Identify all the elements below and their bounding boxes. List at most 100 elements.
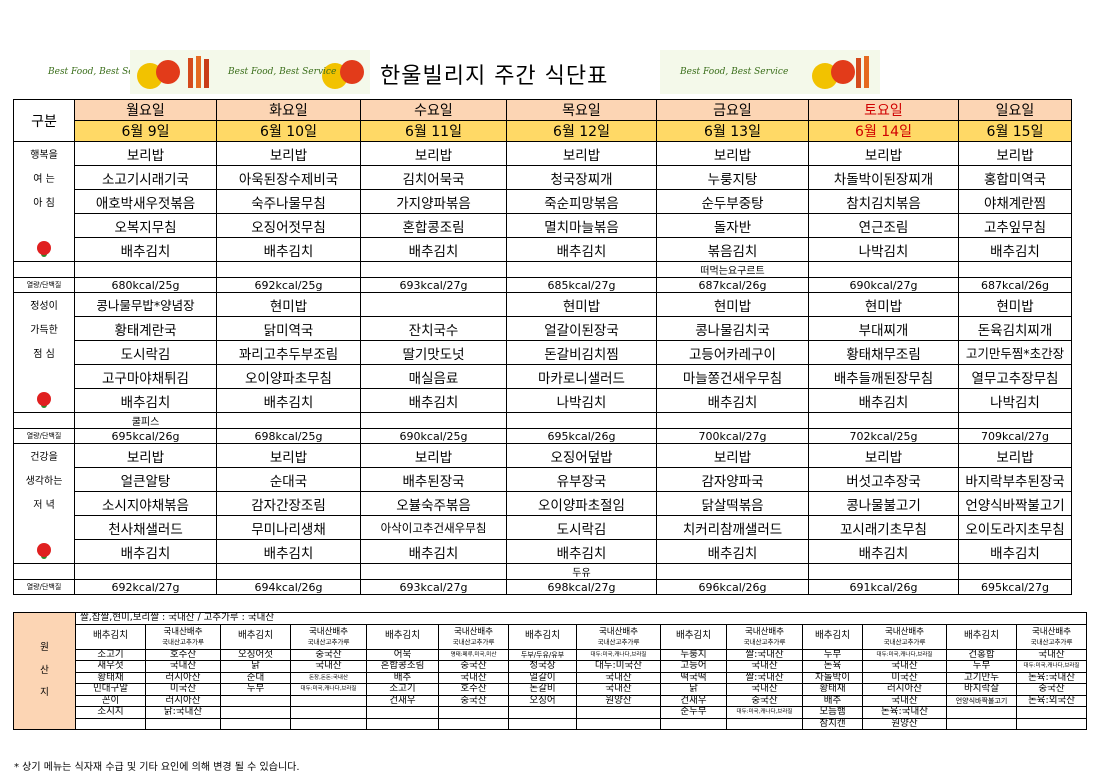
menu-item: 무미나리생채: [216, 515, 361, 540]
menu-item: 보리밥: [958, 443, 1072, 468]
menu-item: 나박김치: [506, 388, 657, 413]
extra-item: 떠먹는요구르트: [656, 261, 809, 278]
origin-head: 배추김치: [366, 623, 439, 650]
menu-item: 보리밥: [74, 443, 217, 468]
extra-side: [13, 261, 75, 278]
menu-item: 배추김치: [506, 539, 657, 564]
origin-head-row: 배추김치 국내산배추 국내산고추가루 배추김치 국내산배추 국내산고추가루 배추김치 국내산배…: [14, 623, 1088, 650]
menu-item: 나박김치: [958, 388, 1072, 413]
origin-cell: 새우젓: [75, 660, 146, 673]
menu-item: 오이양파초무침: [216, 364, 361, 389]
menu-item: 꼬시래기초무침: [808, 515, 959, 540]
menu-item: 매실음료: [360, 364, 507, 389]
menu-item: 소시지야채볶음: [74, 491, 217, 516]
origin-cell: 미국산: [862, 671, 947, 684]
origin-note: 쌀,찹쌀,현미,보리쌀 : 국내산 / 고추가루 : 국내산: [74, 612, 1088, 625]
banner-left: Best Food, Best Service: [48, 50, 156, 94]
day-date: 6월 10일: [216, 120, 361, 142]
day-date-row: 6월 9일 6월 10일 6월 11일 6월 12일 6월 13일 6월 14일 6월 15…: [14, 120, 1072, 142]
day-date: 6월 13일: [656, 120, 809, 142]
kcal-value: 694kcal/26g: [216, 579, 361, 595]
banner-right: Best Food, Best Service: [680, 50, 788, 94]
origin-cell: 중국산: [290, 648, 367, 661]
day-name: 수요일: [360, 99, 507, 121]
menu-item: 딸기맛도넛: [360, 340, 507, 365]
extra-item: [808, 563, 959, 580]
origin-cell: 얼갈이: [508, 671, 577, 684]
origin-cell: 국내산: [862, 660, 947, 673]
origin-cell: 혼합콩조림: [366, 660, 439, 673]
origin-cell: [660, 717, 727, 730]
origin-row: 소시지 닭:국내산 순두부 대두:미국,캐나다,브라질 모듬햄 돈육:국내산: [14, 706, 1088, 719]
origin-cell: [220, 717, 291, 730]
kcal-row: 열량/단백질 680kcal/25g 692kcal/25g 693kcal/27g 6…: [13, 277, 1072, 293]
origin-row: 참치캔 원양산: [14, 717, 1088, 730]
origin-cell: 돈장,돈돈:국내산: [290, 671, 367, 684]
menu-item: 바지락부추된장국: [958, 467, 1072, 492]
menu-item: 언양식바짝불고기: [958, 491, 1072, 516]
menu-item: 아삭이고추건새우무침: [360, 515, 507, 540]
day-name-row: 구분 월요일 화요일 수요일 목요일 금요일 토요일 일요일: [13, 99, 1072, 142]
origin-cell: 두부/두유/유부: [508, 648, 577, 661]
menu-item: 홍합미역국: [958, 165, 1072, 190]
extra-item: 쿨피스: [74, 412, 217, 429]
origin-row: 꼰이 러시아산 건새우 중국산 오징어 원양산 건새우 중국산 배추 국내산 언양식바짝불고기 돈육:…: [14, 694, 1088, 707]
meal-row: 배추김치 배추김치 배추김치 나박김치 배추김치 배추김치 나박김치: [13, 388, 1072, 413]
kcal-value: 687kcal/26g: [656, 277, 809, 293]
origin-cell: 돈육:외국산: [1015, 694, 1088, 707]
kcal-value: 690kcal/25g: [360, 428, 507, 444]
extra-item: [360, 261, 507, 278]
menu-item: 순대국: [216, 467, 361, 492]
origin-cell: 국내산: [1015, 648, 1088, 661]
meal-side-label: 여 는: [13, 165, 75, 190]
menu-item: 고추잎무침: [958, 213, 1072, 238]
meal-row: 건강을 보리밥 보리밥 보리밥 오징어덮밥 보리밥 보리밥 보리밥: [13, 443, 1072, 468]
meal-row: 행복을 보리밥 보리밥 보리밥 보리밥 보리밥 보리밥 보리밥: [13, 141, 1072, 166]
origin-cell: [438, 706, 509, 719]
kcal-label: 열량/단백질: [13, 428, 75, 444]
menu-item: 배추된장국: [360, 467, 507, 492]
menu-item: 나박김치: [808, 237, 959, 262]
day-date: 6월 15일: [958, 120, 1072, 142]
origin-head: 국내산배추 국내산고추가루: [145, 623, 221, 650]
origin-cell: 건홍합: [946, 648, 1017, 661]
origin-cell: [1015, 706, 1088, 719]
extra-item: [74, 563, 217, 580]
menu-item: 야채계란찜: [958, 189, 1072, 214]
origin-cell: 두부: [220, 683, 291, 696]
origin-cell: 순두부: [660, 706, 727, 719]
banner-vegetables-left: [130, 50, 370, 94]
menu-item: [360, 292, 507, 317]
extra-item: [216, 563, 361, 580]
origin-cell: [946, 706, 1017, 719]
menu-item: 오뷸숙주볶음: [360, 491, 507, 516]
meal-row: 생각하는 얼큰알탕 순대국 배추된장국 유부장국 감자양파국 버섯고추장국 바지락부추된장국: [13, 467, 1072, 492]
kcal-row: 열량/단백질 692kcal/27g 694kcal/26g 693kcal/27g 6…: [13, 579, 1072, 595]
meal-row: 배추김치 배추김치 배추김치 배추김치 배추김치 배추김치 배추김치: [13, 539, 1072, 564]
menu-item: 순두부중탕: [656, 189, 809, 214]
day-name: 토요일: [808, 99, 959, 121]
menu-item: 배추김치: [74, 388, 217, 413]
extra-item: [216, 412, 361, 429]
origin-cell: 어묵: [366, 648, 439, 661]
day-name: 화요일: [216, 99, 361, 121]
menu-item: 돈갈비김치찜: [506, 340, 657, 365]
origin-head: 국내산배추 국내산고추가루: [438, 623, 509, 650]
menu-item: 보리밥: [506, 141, 657, 166]
menu-item: 열무고추장무침: [958, 364, 1072, 389]
origin-cell: [220, 706, 291, 719]
menu-item: 꽈리고추두부조림: [216, 340, 361, 365]
menu-item: 마늘쫑건새우무침: [656, 364, 809, 389]
menu-table: 구분 월요일 화요일 수요일 목요일 금요일 토요일 일요일 6월 9일 6월 10일 6월 11일…: [13, 99, 1072, 595]
origin-cell: 닭: [660, 683, 727, 696]
origin-cell: 러시아산: [145, 671, 221, 684]
extra-item: [360, 412, 507, 429]
day-name: 목요일: [506, 99, 657, 121]
origin-cell: 국내산: [576, 683, 661, 696]
origin-head-line: 국내산배추: [598, 626, 639, 637]
meal-side-label: 생각하는: [13, 467, 75, 492]
origin-cell: 중국산: [726, 694, 803, 707]
extra-row: 떠먹는요구르트: [13, 261, 1072, 278]
menu-item: 보리밥: [808, 141, 959, 166]
kcal-value: 680kcal/25g: [74, 277, 217, 293]
